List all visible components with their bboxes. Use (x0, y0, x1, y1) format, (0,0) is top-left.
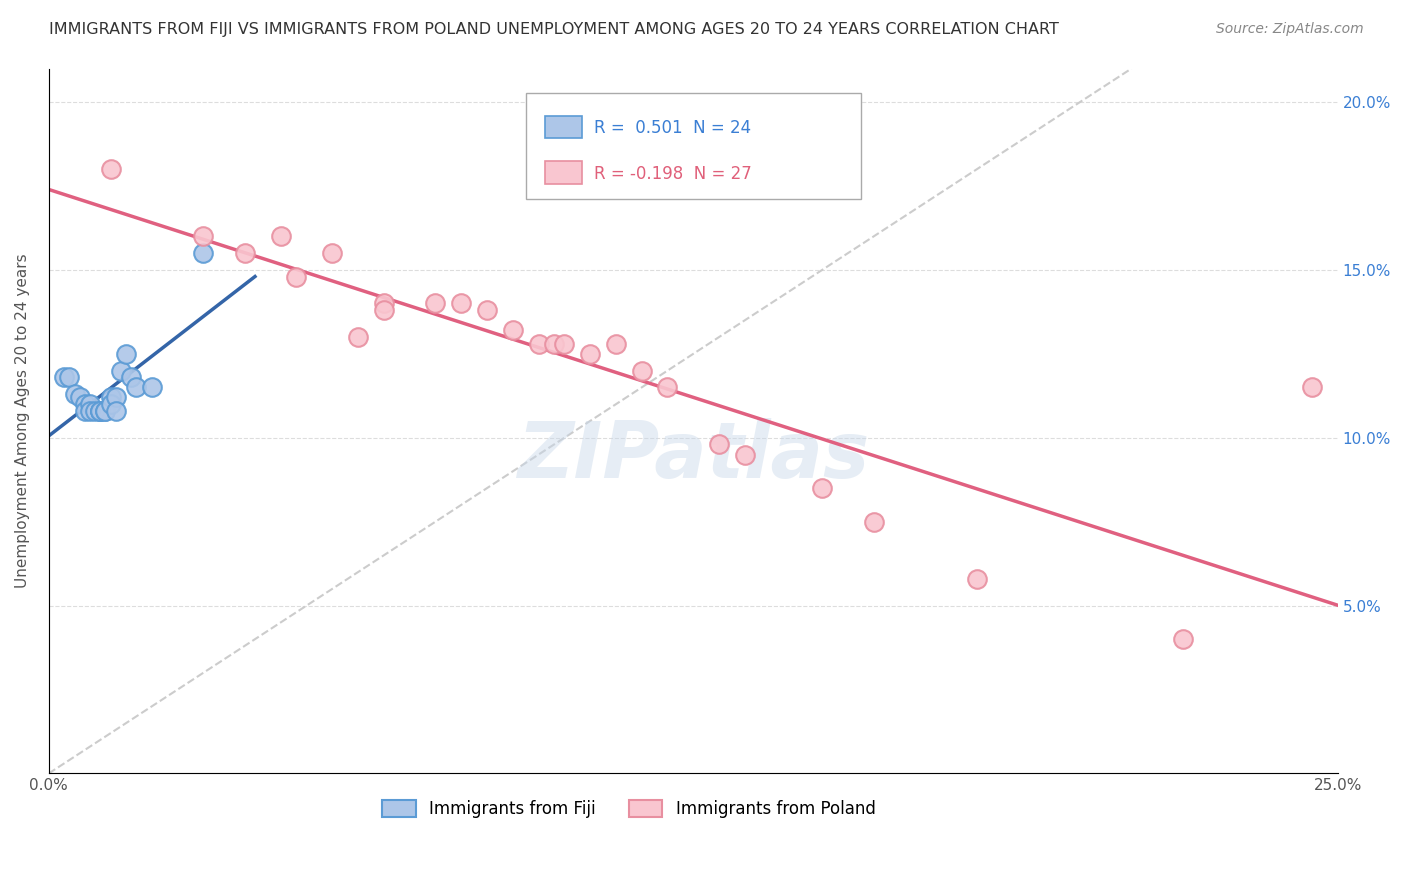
Point (125, 380, 148, 394)
Point (233, 246, 256, 260)
Point (94, 404, 117, 418)
Point (100, 391, 122, 405)
Point (321, 246, 343, 260)
Point (657, 380, 679, 394)
Point (270, 229, 292, 244)
Point (543, 336, 565, 351)
Point (811, 481, 834, 495)
Point (605, 336, 627, 351)
Text: R = -0.198  N = 27: R = -0.198 N = 27 (593, 165, 752, 183)
Point (58, 370, 80, 384)
Point (193, 246, 215, 260)
Point (734, 448, 756, 462)
Point (502, 323, 524, 337)
Point (89, 404, 111, 418)
Point (100, 397, 122, 411)
Point (94, 404, 117, 418)
Point (862, 515, 884, 529)
Point (73, 404, 96, 418)
FancyBboxPatch shape (546, 161, 582, 184)
Legend: Immigrants from Fiji, Immigrants from Poland: Immigrants from Fiji, Immigrants from Po… (375, 794, 882, 825)
Text: IMMIGRANTS FROM FIJI VS IMMIGRANTS FROM POLAND UNEMPLOYMENT AMONG AGES 20 TO 24 : IMMIGRANTS FROM FIJI VS IMMIGRANTS FROM … (49, 22, 1059, 37)
Point (373, 303, 395, 318)
Point (193, 229, 215, 244)
Point (1301, 380, 1323, 394)
Point (120, 370, 142, 384)
Point (84, 404, 107, 418)
Text: ZIPatlas: ZIPatlas (517, 418, 869, 494)
Point (553, 336, 575, 351)
Point (104, 391, 127, 405)
Point (104, 404, 127, 418)
Text: Source: ZipAtlas.com: Source: ZipAtlas.com (1216, 22, 1364, 37)
Point (347, 330, 370, 344)
Point (141, 380, 163, 394)
FancyBboxPatch shape (526, 93, 860, 199)
Point (100, 162, 122, 177)
Point (115, 347, 138, 361)
Point (89, 404, 111, 418)
Point (425, 296, 447, 310)
Point (579, 347, 602, 361)
Point (1171, 632, 1194, 647)
Point (73, 397, 96, 411)
Point (966, 572, 988, 586)
Point (475, 303, 498, 318)
Point (527, 336, 550, 351)
Point (53, 370, 76, 384)
Text: R =  0.501  N = 24: R = 0.501 N = 24 (593, 120, 751, 137)
Point (285, 269, 308, 284)
FancyBboxPatch shape (546, 116, 582, 138)
Point (110, 363, 132, 377)
Y-axis label: Unemployment Among Ages 20 to 24 years: Unemployment Among Ages 20 to 24 years (15, 253, 30, 589)
Point (707, 437, 730, 451)
Point (373, 296, 395, 310)
Point (63, 387, 86, 401)
Point (89, 404, 111, 418)
Point (450, 296, 472, 310)
Point (79, 397, 101, 411)
Point (69, 391, 91, 405)
Point (79, 404, 101, 418)
Point (630, 363, 652, 377)
